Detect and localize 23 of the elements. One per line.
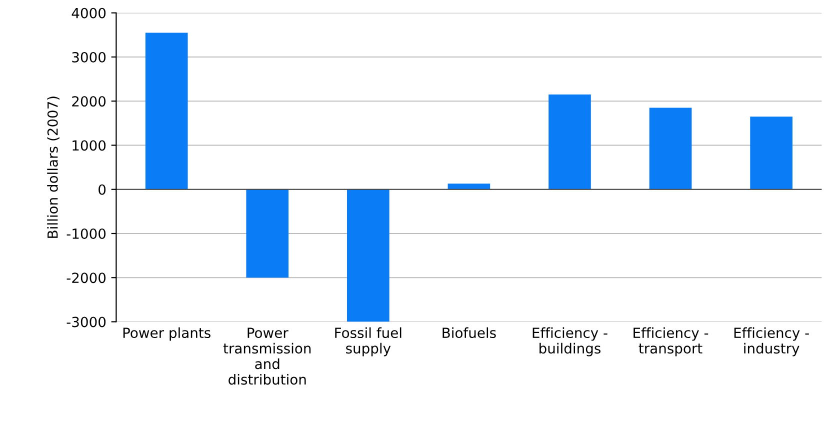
y-tick-label: 0	[98, 184, 106, 195]
x-tick-label: Efficiency - industry	[734, 327, 809, 356]
y-tick-label: 4000	[72, 8, 106, 18]
bar	[448, 184, 490, 190]
x-tick-label: Efficiency - buildings	[532, 327, 608, 356]
y-axis-title: Billion dollars (2007)	[47, 96, 60, 238]
x-tick-label: Fossil fuel supply	[335, 327, 402, 356]
y-tick-label: 2000	[72, 96, 106, 107]
y-tick-label: 1000	[72, 140, 106, 151]
x-tick-label: Power transmission and distribution	[223, 328, 311, 385]
y-tick-label: -2000	[66, 272, 106, 284]
bar	[750, 116, 792, 190]
y-tick-label: 3000	[72, 52, 106, 62]
bar	[649, 108, 692, 190]
bar	[347, 189, 390, 322]
bar	[145, 32, 188, 190]
bar	[246, 189, 289, 278]
y-tick-label: -1000	[66, 228, 106, 239]
x-tick-label: Power plants	[123, 327, 210, 341]
bar	[548, 94, 591, 190]
x-tick-label: Efficiency - transport	[634, 327, 708, 356]
x-tick-label: Biofuels	[442, 327, 496, 338]
y-tick-label: -3000	[66, 316, 106, 328]
